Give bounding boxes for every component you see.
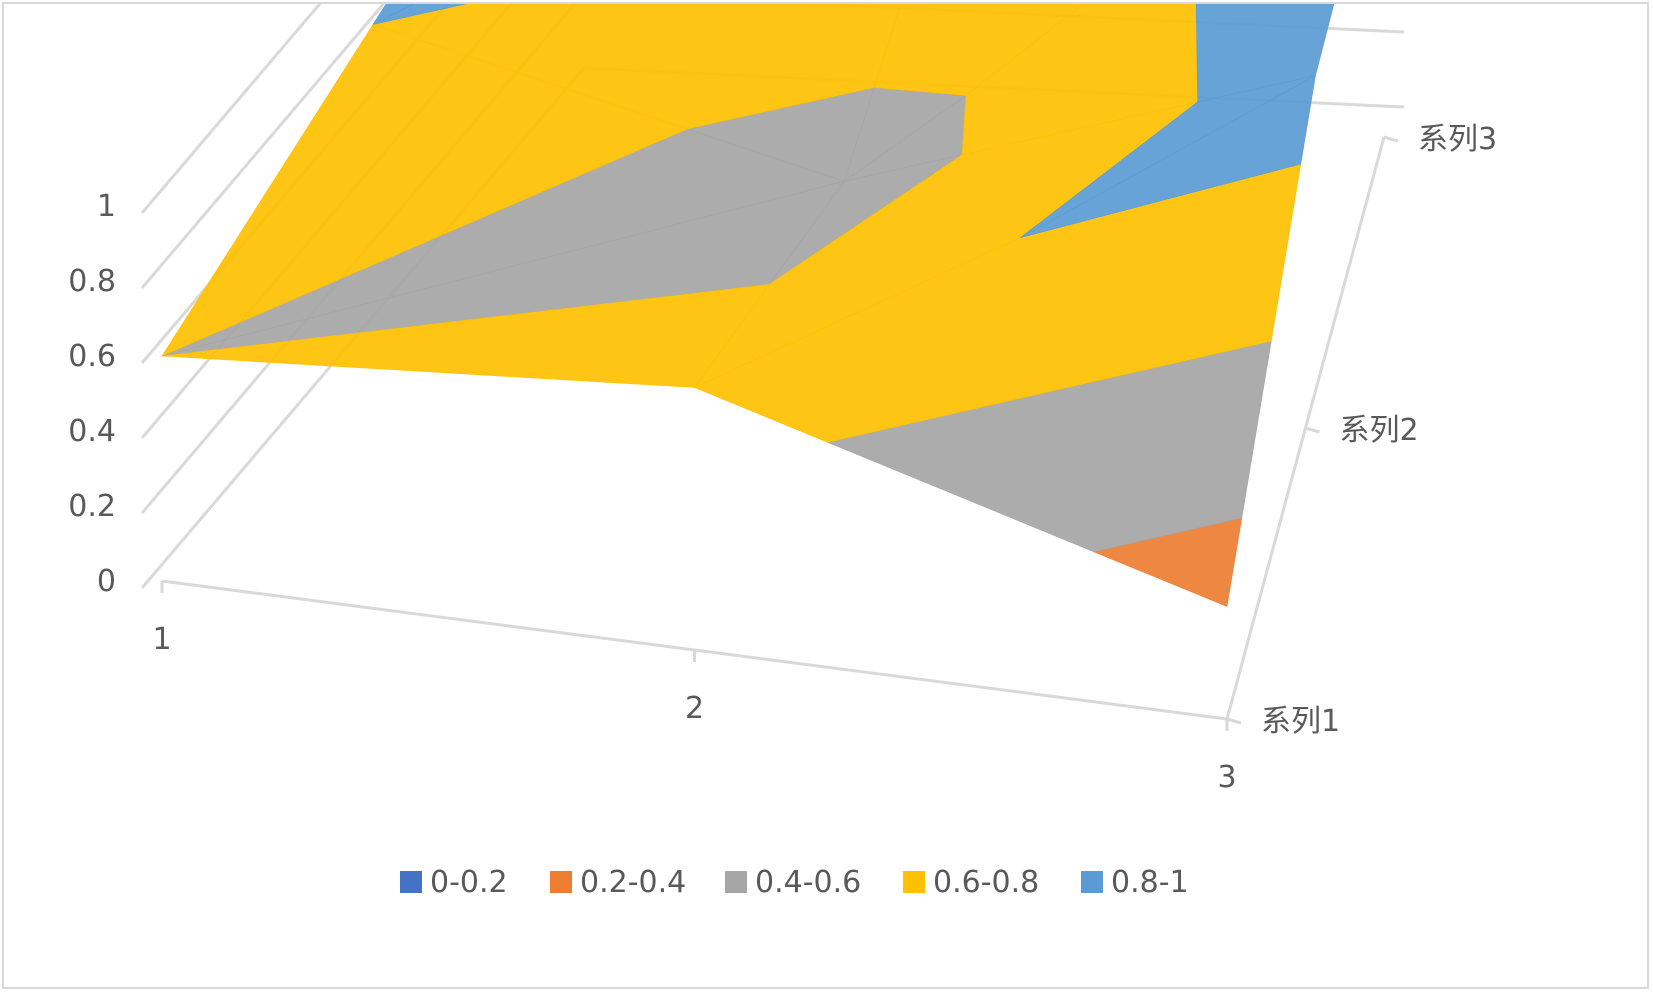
surface [161,4,1335,607]
series-tick-label: 系列1 [1261,704,1340,739]
z-tick-label: 0.6 [68,339,116,374]
category-tick-label: 1 [152,622,171,657]
series-tick-label: 系列2 [1340,413,1419,448]
z-tick-label: 0.2 [68,489,116,524]
legend-swatch [1081,871,1103,893]
series-tick-label: 系列3 [1418,122,1497,157]
z-tick-label: 1 [97,189,116,224]
legend-item: 0.2-0.4 [550,865,686,900]
legend-item: 0.4-0.6 [725,865,861,900]
legend-swatch [550,871,572,893]
legend: 0-0.2 0.2-0.4 0.4-0.6 0.6-0.8 0.8-1 [400,865,1189,900]
legend-item: 0.6-0.8 [903,865,1039,900]
series-tick [1305,426,1320,434]
legend-swatch [400,871,422,893]
legend-label: 0.8-1 [1111,865,1189,900]
value-gridline [140,4,322,214]
axis-labels: 0 0.2 0.4 0.6 0.8 1 1 2 3 系列1 系列2 系列3 [68,122,1497,795]
surface-band-facet [372,4,467,25]
z-tick-label: 0.8 [68,264,116,299]
legend-swatch [725,871,747,893]
value-gridline [140,4,386,289]
legend-label: 0.2-0.4 [580,865,686,900]
z-tick-label: 0 [97,564,116,599]
legend-item: 0-0.2 [400,865,508,900]
z-tick-label: 0.4 [68,414,116,449]
legend-label: 0.4-0.6 [755,865,861,900]
legend-label: 0-0.2 [430,865,508,900]
surface-band-facet [1020,74,1316,238]
category-tick-label: 2 [685,691,704,726]
series-tick [1226,717,1242,725]
surface-band-facet [161,24,689,357]
legend-swatch [903,871,925,893]
series-tick [1383,135,1399,143]
legend-label: 0.6-0.8 [933,865,1039,900]
legend-item: 0.8-1 [1081,865,1189,900]
category-tick-label: 3 [1217,760,1236,795]
